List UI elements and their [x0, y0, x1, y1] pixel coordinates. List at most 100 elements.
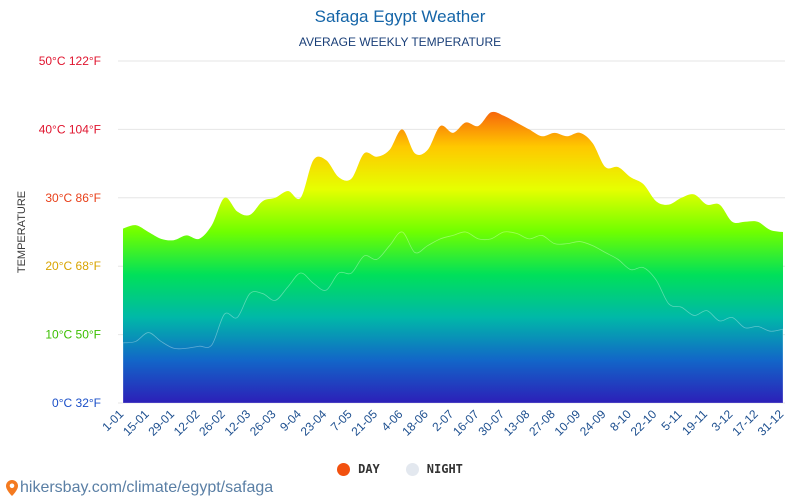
day-data-point[interactable] — [590, 140, 596, 146]
night-data-point[interactable] — [755, 323, 761, 329]
day-data-point[interactable] — [120, 226, 126, 232]
night-data-point[interactable] — [640, 265, 646, 271]
day-data-point[interactable] — [285, 188, 291, 194]
night-data-point[interactable] — [602, 250, 608, 256]
day-data-point[interactable] — [767, 227, 773, 233]
day-data-point[interactable] — [196, 236, 202, 242]
night-data-point[interactable] — [653, 277, 659, 283]
day-data-point[interactable] — [310, 157, 316, 163]
night-data-point[interactable] — [285, 284, 291, 290]
night-data-point[interactable] — [564, 241, 570, 247]
day-data-point[interactable] — [272, 195, 278, 201]
day-data-point[interactable] — [602, 164, 608, 170]
night-data-point[interactable] — [590, 243, 596, 249]
day-data-point[interactable] — [298, 195, 304, 201]
day-data-point[interactable] — [717, 202, 723, 208]
day-data-point[interactable] — [450, 130, 456, 136]
night-data-point[interactable] — [463, 229, 469, 235]
day-data-point[interactable] — [145, 229, 151, 235]
night-data-point[interactable] — [310, 280, 316, 286]
night-data-point[interactable] — [209, 342, 215, 348]
day-data-point[interactable] — [653, 198, 659, 204]
night-data-point[interactable] — [425, 243, 431, 249]
night-data-point[interactable] — [526, 236, 532, 242]
night-data-point[interactable] — [183, 345, 189, 351]
night-data-point[interactable] — [412, 250, 418, 256]
night-data-point[interactable] — [272, 297, 278, 303]
night-data-point[interactable] — [729, 315, 735, 321]
day-data-point[interactable] — [323, 157, 329, 163]
day-data-point[interactable] — [361, 150, 367, 156]
day-data-point[interactable] — [691, 191, 697, 197]
night-data-point[interactable] — [704, 308, 710, 314]
night-data-point[interactable] — [615, 256, 621, 262]
night-data-point[interactable] — [552, 241, 558, 247]
day-data-point[interactable] — [183, 232, 189, 238]
day-data-point[interactable] — [488, 109, 494, 115]
day-data-point[interactable] — [412, 150, 418, 156]
day-data-point[interactable] — [526, 126, 532, 132]
night-data-point[interactable] — [361, 253, 367, 259]
day-data-point[interactable] — [336, 174, 342, 180]
day-data-point[interactable] — [209, 222, 215, 228]
day-data-point[interactable] — [577, 130, 583, 136]
day-data-point[interactable] — [780, 229, 786, 235]
day-data-point[interactable] — [133, 222, 139, 228]
day-data-point[interactable] — [678, 195, 684, 201]
night-data-point[interactable] — [488, 236, 494, 242]
day-data-point[interactable] — [171, 237, 177, 243]
night-data-point[interactable] — [298, 270, 304, 276]
day-data-point[interactable] — [640, 181, 646, 187]
day-data-point[interactable] — [628, 174, 634, 180]
night-data-point[interactable] — [145, 330, 151, 336]
day-data-point[interactable] — [387, 147, 393, 153]
night-data-point[interactable] — [475, 236, 481, 242]
night-data-point[interactable] — [742, 325, 748, 331]
day-data-point[interactable] — [552, 130, 558, 136]
legend-item-day[interactable]: DAY — [337, 462, 380, 476]
day-data-point[interactable] — [437, 123, 443, 129]
night-data-point[interactable] — [336, 270, 342, 276]
day-data-point[interactable] — [729, 219, 735, 225]
day-data-point[interactable] — [374, 154, 380, 160]
day-data-point[interactable] — [399, 126, 405, 132]
night-data-point[interactable] — [387, 243, 393, 249]
night-data-point[interactable] — [323, 287, 329, 293]
night-data-point[interactable] — [234, 315, 240, 321]
night-data-point[interactable] — [678, 304, 684, 310]
day-data-point[interactable] — [234, 208, 240, 214]
day-data-point[interactable] — [475, 123, 481, 129]
day-data-point[interactable] — [158, 236, 164, 242]
day-data-point[interactable] — [513, 120, 519, 126]
night-data-point[interactable] — [222, 311, 228, 317]
day-data-point[interactable] — [704, 202, 710, 208]
day-data-point[interactable] — [463, 120, 469, 126]
night-data-point[interactable] — [691, 312, 697, 318]
night-data-point[interactable] — [628, 267, 634, 273]
night-data-point[interactable] — [717, 318, 723, 324]
night-data-point[interactable] — [133, 338, 139, 344]
night-data-point[interactable] — [780, 326, 786, 332]
night-data-point[interactable] — [348, 270, 354, 276]
day-data-point[interactable] — [564, 133, 570, 139]
night-data-point[interactable] — [450, 232, 456, 238]
night-data-point[interactable] — [158, 338, 164, 344]
night-data-point[interactable] — [577, 239, 583, 245]
night-data-point[interactable] — [666, 301, 672, 307]
night-data-point[interactable] — [513, 230, 519, 236]
day-data-point[interactable] — [260, 198, 266, 204]
day-data-point[interactable] — [222, 195, 228, 201]
night-data-point[interactable] — [539, 232, 545, 238]
night-data-point[interactable] — [196, 343, 202, 349]
night-data-point[interactable] — [767, 328, 773, 334]
night-data-point[interactable] — [260, 291, 266, 297]
day-data-point[interactable] — [742, 219, 748, 225]
source-link[interactable]: hikersbay.com/climate/egypt/safaga — [6, 479, 273, 497]
night-data-point[interactable] — [437, 236, 443, 242]
night-data-point[interactable] — [171, 345, 177, 351]
night-data-point[interactable] — [247, 291, 253, 297]
day-data-point[interactable] — [348, 176, 354, 182]
day-data-point[interactable] — [539, 133, 545, 139]
day-data-point[interactable] — [501, 113, 507, 119]
day-data-point[interactable] — [666, 202, 672, 208]
